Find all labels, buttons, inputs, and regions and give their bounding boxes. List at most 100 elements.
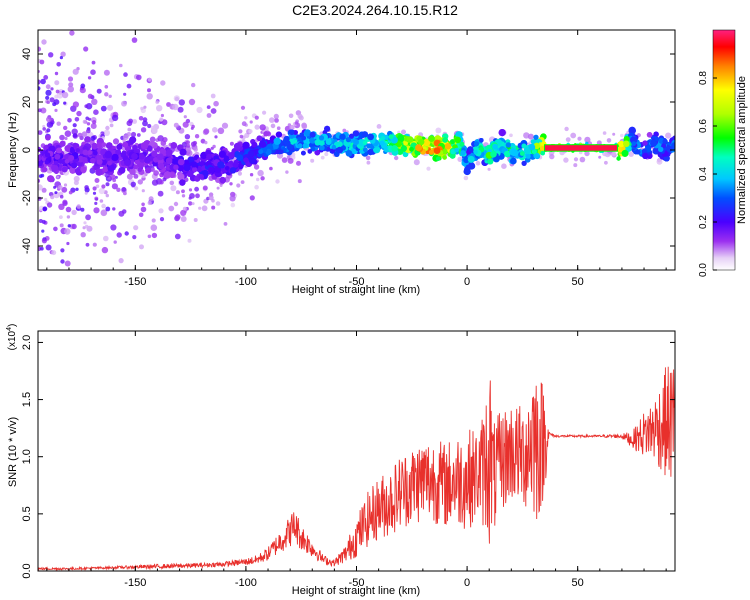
spectrum-point	[180, 216, 187, 222]
x-tick-label: -50	[349, 276, 365, 288]
spectrum-point	[71, 128, 78, 135]
spectrum-point	[194, 134, 200, 139]
spectrum-point	[38, 130, 43, 135]
spectrum-point	[44, 197, 48, 202]
spectrum-point	[124, 159, 131, 167]
spectrum-point	[628, 151, 634, 157]
spectrum-point	[178, 99, 185, 106]
spectrum-point	[38, 160, 43, 167]
spectrum-point	[168, 205, 175, 212]
spectrum-point	[93, 207, 100, 214]
spectrum-point	[237, 171, 242, 176]
spectrum-point	[216, 186, 220, 190]
spectrum-point	[298, 115, 304, 121]
spectrum-point	[64, 136, 68, 141]
spectrum-point	[662, 138, 668, 145]
spectrum-point	[72, 142, 78, 149]
spectrum-point	[570, 132, 577, 139]
spectrum-point	[324, 125, 331, 132]
spectrum-point	[525, 153, 531, 159]
spectrum-point	[144, 157, 151, 164]
spectrum-point	[40, 246, 44, 251]
spectrum-point	[187, 238, 192, 243]
spectrum-point	[391, 145, 398, 152]
spectrum-point	[169, 180, 175, 186]
spectrum-point	[67, 118, 72, 123]
spectrogram-axes: -150 -100 -50 0 50 -40 -20 0 20 40	[21, 30, 675, 288]
spectrum-point	[406, 136, 414, 143]
spectrum-point	[401, 129, 406, 135]
spectrum-point	[147, 123, 152, 129]
spectrum-point	[123, 72, 128, 77]
spectrum-point	[81, 131, 88, 137]
spectrum-point	[85, 103, 93, 110]
spectrum-point	[159, 117, 164, 122]
spectrum-point	[62, 125, 68, 131]
spectrum-point	[623, 140, 630, 148]
spectrum-point	[336, 146, 344, 154]
spectrum-point	[138, 153, 145, 160]
spectrum-point	[92, 186, 97, 191]
spectrum-point	[183, 159, 189, 165]
spectrum-point	[112, 207, 116, 211]
spectrum-point	[38, 79, 41, 85]
spectrum-point	[357, 139, 365, 147]
spectrum-point	[296, 160, 301, 166]
spectrum-point	[206, 113, 212, 118]
spectrum-point	[72, 133, 78, 138]
spectrum-point	[310, 158, 315, 163]
spectrum-point	[54, 71, 59, 76]
spectrum-point	[274, 118, 279, 123]
spectrum-point	[41, 39, 47, 45]
spectrum-point	[59, 134, 65, 141]
spectrum-point	[367, 149, 374, 156]
spectrum-point	[40, 173, 45, 178]
spectrum-point	[65, 206, 72, 213]
spectrum-point	[41, 166, 48, 173]
spectrum-point	[165, 157, 173, 165]
spectrum-point	[53, 185, 57, 189]
spectrum-point	[68, 190, 73, 195]
spectrum-point	[138, 212, 144, 218]
spectrum-point	[309, 131, 316, 138]
spectrum-point	[134, 186, 139, 191]
spectrum-point	[160, 80, 166, 86]
spectrum-point	[126, 120, 133, 127]
spectrum-point	[630, 136, 638, 144]
spectrum-point	[179, 179, 186, 186]
spectrum-point	[54, 108, 58, 112]
spectrum-point	[143, 105, 147, 109]
spectrum-point	[183, 164, 191, 172]
spectrum-point	[210, 93, 216, 99]
y-tick-label: 20	[21, 96, 33, 108]
colorbar-tick-label: 0.4	[698, 167, 709, 181]
spectrum-point	[206, 105, 211, 109]
colorbar-tick-label: 0.6	[698, 119, 709, 133]
spectrum-point	[188, 201, 193, 206]
spectrum-point	[140, 106, 144, 111]
spectrum-point	[105, 182, 110, 187]
spectrum-point	[394, 155, 399, 161]
spectrum-point	[584, 150, 590, 157]
spectrum-point	[273, 137, 281, 145]
spectrogram-panel: -150 -100 -50 0 50 -40 -20 0 20 40 Height of stra…	[7, 29, 676, 296]
spectrum-point	[444, 143, 452, 150]
spectrum-point	[642, 140, 648, 146]
spectrum-point	[59, 223, 64, 228]
x-tick-label: 50	[572, 577, 584, 589]
spectrum-point	[156, 105, 163, 112]
colorbar-label: Normalized spectral amplitude	[736, 76, 748, 224]
spectrum-point	[219, 184, 223, 187]
spectrum-point	[454, 136, 462, 144]
spectrum-point	[287, 157, 294, 164]
spectrum-point	[163, 171, 172, 179]
spectrum-point	[299, 132, 305, 138]
spectrogram-heatmap	[38, 30, 675, 267]
spectrum-point	[114, 175, 118, 179]
spectrum-point	[269, 166, 273, 171]
x-tick-label: -150	[124, 276, 146, 288]
spectrum-point	[623, 136, 630, 142]
spectrum-point	[76, 110, 82, 117]
spectrum-point	[129, 168, 136, 175]
spectrum-point	[106, 142, 113, 149]
